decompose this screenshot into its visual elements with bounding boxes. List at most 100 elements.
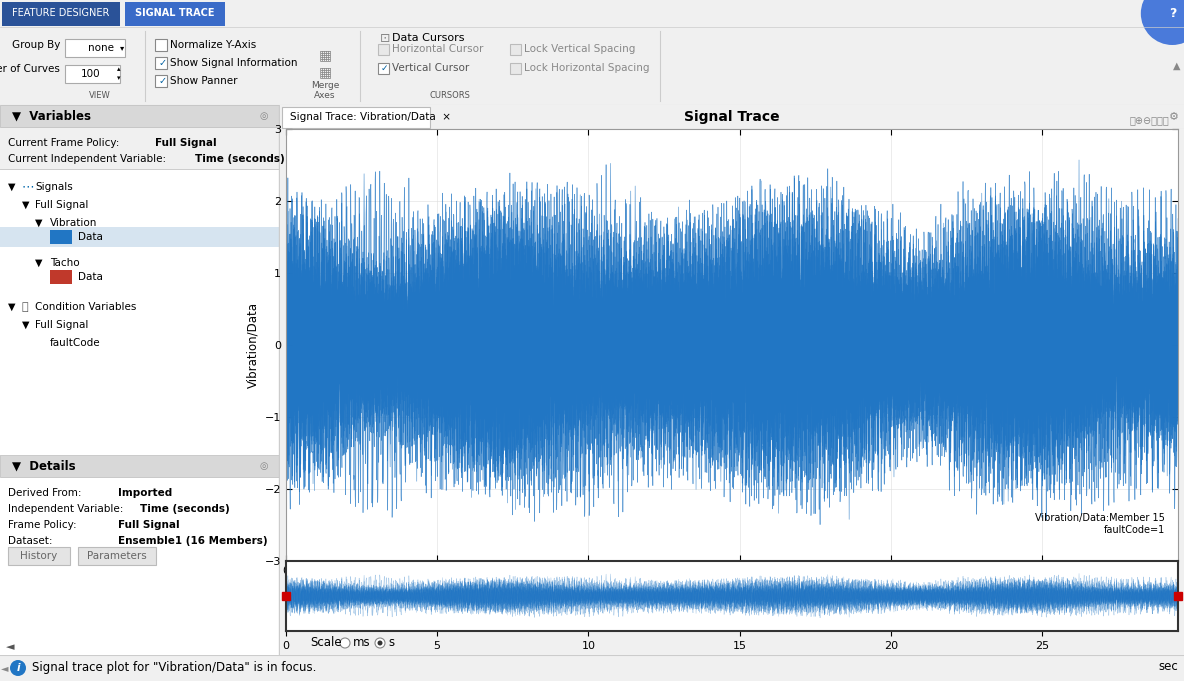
Bar bbox=[0, 169, 279, 455]
Text: 📋: 📋 bbox=[22, 302, 28, 312]
Text: Normalize Y-Axis: Normalize Y-Axis bbox=[170, 40, 256, 50]
Text: Lock Vertical Spacing: Lock Vertical Spacing bbox=[525, 44, 636, 54]
Text: i: i bbox=[17, 663, 20, 673]
Text: Frame Policy:: Frame Policy: bbox=[8, 520, 77, 530]
Text: faultCode: faultCode bbox=[50, 338, 101, 348]
Text: ▼: ▼ bbox=[22, 320, 30, 330]
Text: ▼: ▼ bbox=[36, 258, 43, 268]
Text: Show Panner: Show Panner bbox=[170, 76, 238, 86]
Bar bbox=[0, 455, 279, 655]
Text: ▾: ▾ bbox=[117, 75, 121, 81]
FancyBboxPatch shape bbox=[378, 44, 390, 55]
FancyBboxPatch shape bbox=[65, 39, 126, 57]
Text: Independent Variable:: Independent Variable: bbox=[8, 504, 123, 514]
Text: sec: sec bbox=[1158, 661, 1178, 674]
Text: CURSORS: CURSORS bbox=[430, 91, 470, 99]
Y-axis label: Vibration/Data: Vibration/Data bbox=[246, 302, 259, 388]
FancyBboxPatch shape bbox=[2, 2, 120, 26]
Bar bbox=[50, 230, 72, 244]
Text: ◄: ◄ bbox=[6, 642, 14, 652]
Text: ▼: ▼ bbox=[8, 182, 15, 192]
Text: ◄: ◄ bbox=[1, 663, 8, 673]
Text: ▼: ▼ bbox=[8, 302, 15, 312]
Text: ?: ? bbox=[1169, 7, 1176, 20]
Bar bbox=[0, 227, 279, 247]
Text: ⋯: ⋯ bbox=[22, 180, 34, 193]
Text: VIEW: VIEW bbox=[89, 91, 111, 99]
Text: ▼  Details: ▼ Details bbox=[12, 460, 76, 473]
Text: Full Signal: Full Signal bbox=[118, 520, 180, 530]
Text: Full Signal: Full Signal bbox=[36, 320, 89, 330]
Text: ▼  Variables: ▼ Variables bbox=[12, 110, 91, 123]
Text: Scale: Scale bbox=[310, 637, 342, 650]
Text: Derived From:: Derived From: bbox=[8, 488, 82, 498]
FancyBboxPatch shape bbox=[65, 65, 120, 83]
Text: Full Signal: Full Signal bbox=[155, 138, 217, 148]
FancyBboxPatch shape bbox=[510, 44, 521, 55]
Text: Vibration: Vibration bbox=[50, 218, 97, 228]
Text: Time (seconds): Time (seconds) bbox=[195, 154, 284, 164]
Text: Signals: Signals bbox=[36, 182, 72, 192]
Text: ⊡: ⊡ bbox=[380, 31, 391, 44]
Text: ms: ms bbox=[353, 637, 371, 650]
Text: Axes: Axes bbox=[314, 91, 336, 99]
Circle shape bbox=[378, 641, 382, 646]
Text: ▦: ▦ bbox=[318, 48, 332, 62]
Text: Data Cursors: Data Cursors bbox=[392, 33, 464, 43]
Text: Ensemble1 (16 Members): Ensemble1 (16 Members) bbox=[118, 536, 268, 546]
Circle shape bbox=[9, 660, 26, 676]
Text: Condition Variables: Condition Variables bbox=[36, 302, 136, 312]
Text: ◎: ◎ bbox=[259, 461, 268, 471]
Text: 🔍⊕⊖🏠✋📍: 🔍⊕⊖🏠✋📍 bbox=[1130, 114, 1169, 125]
Bar bbox=[0, 455, 279, 477]
Text: ✓: ✓ bbox=[380, 64, 387, 73]
FancyBboxPatch shape bbox=[126, 2, 225, 26]
Circle shape bbox=[375, 638, 385, 648]
Text: History: History bbox=[20, 551, 58, 561]
Text: Time (seconds): Time (seconds) bbox=[140, 504, 230, 514]
Text: Data: Data bbox=[78, 272, 103, 282]
Text: Horizontal Cursor: Horizontal Cursor bbox=[392, 44, 483, 54]
Text: Group By: Group By bbox=[12, 40, 60, 50]
FancyBboxPatch shape bbox=[155, 57, 167, 69]
FancyBboxPatch shape bbox=[155, 75, 167, 87]
Text: SIGNAL TRACE: SIGNAL TRACE bbox=[135, 8, 214, 18]
FancyBboxPatch shape bbox=[510, 63, 521, 74]
Text: FEATURE DESIGNER: FEATURE DESIGNER bbox=[12, 8, 110, 18]
Text: Merge: Merge bbox=[311, 80, 339, 89]
FancyBboxPatch shape bbox=[155, 39, 167, 51]
Text: ▴: ▴ bbox=[117, 66, 121, 72]
Text: sec: sec bbox=[1158, 591, 1178, 604]
Text: ◎: ◎ bbox=[259, 111, 268, 121]
Text: ✓: ✓ bbox=[159, 58, 167, 68]
Text: 100: 100 bbox=[81, 69, 99, 79]
X-axis label: Time: Time bbox=[718, 577, 746, 590]
Text: Tacho: Tacho bbox=[50, 258, 79, 268]
Text: Current Frame Policy:: Current Frame Policy: bbox=[8, 138, 120, 148]
Text: s: s bbox=[388, 637, 394, 650]
Text: ▾: ▾ bbox=[120, 44, 124, 52]
Title: Signal Trace: Signal Trace bbox=[684, 110, 780, 124]
Text: Imported: Imported bbox=[118, 488, 172, 498]
Bar bbox=[282, 107, 430, 128]
Circle shape bbox=[340, 638, 350, 648]
Text: none: none bbox=[88, 43, 114, 53]
Text: Signal trace plot for "Vibration/Data" is in focus.: Signal trace plot for "Vibration/Data" i… bbox=[32, 661, 316, 674]
Text: Signal Trace: Vibration/Data  ×: Signal Trace: Vibration/Data × bbox=[290, 112, 451, 122]
Bar bbox=[8, 547, 70, 565]
Bar bbox=[50, 270, 72, 284]
Text: ▦: ▦ bbox=[318, 65, 332, 79]
Bar bbox=[78, 547, 156, 565]
Text: ▲: ▲ bbox=[1172, 61, 1180, 71]
Text: Lock Horizontal Spacing: Lock Horizontal Spacing bbox=[525, 63, 650, 73]
Text: Current Independent Variable:: Current Independent Variable: bbox=[8, 154, 166, 164]
Text: Data: Data bbox=[78, 232, 103, 242]
Text: Dataset:: Dataset: bbox=[8, 536, 52, 546]
Text: Show Signal Information: Show Signal Information bbox=[170, 58, 297, 68]
Text: ⚙: ⚙ bbox=[1169, 112, 1179, 122]
Text: Vibration/Data:Member 15
faultCode=1: Vibration/Data:Member 15 faultCode=1 bbox=[1035, 513, 1165, 535]
Text: Number of Curves: Number of Curves bbox=[0, 64, 60, 74]
Text: Parameters: Parameters bbox=[88, 551, 147, 561]
Text: ▼: ▼ bbox=[36, 218, 43, 228]
Text: ✓: ✓ bbox=[159, 76, 167, 86]
